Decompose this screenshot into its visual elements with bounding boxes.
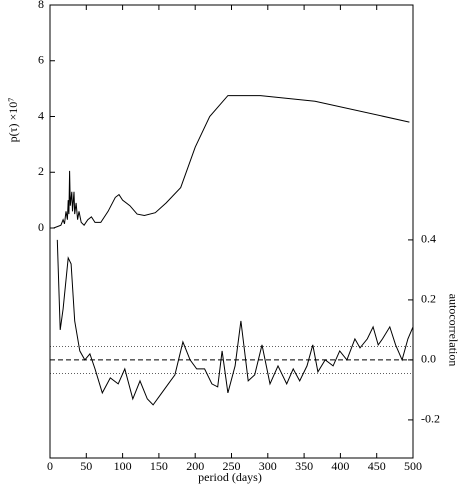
- x-tick-label: 100: [114, 459, 132, 473]
- y-tick-label: 4: [38, 108, 44, 122]
- y2-tick-label: 0.4: [421, 232, 436, 246]
- y2-tick-label: 0.2: [421, 292, 436, 306]
- y2-tick-label: -0.2: [421, 412, 440, 426]
- y-axis-label: p(τ) ×10⁷: [6, 98, 20, 143]
- y-tick-label: 8: [38, 0, 44, 11]
- y2-axis-label: autocorrelation: [446, 294, 460, 367]
- x-tick-label: 400: [331, 459, 349, 473]
- x-tick-label: 150: [150, 459, 168, 473]
- data-line: [56, 239, 414, 406]
- plot-frame: [49, 4, 414, 459]
- y-tick-label: 6: [38, 53, 44, 67]
- x-tick-label: 50: [80, 459, 92, 473]
- x-tick-label: 200: [186, 459, 204, 473]
- x-tick-label: 250: [223, 459, 241, 473]
- x-axis-label: period (days): [198, 470, 262, 484]
- x-tick-label: 300: [259, 459, 277, 473]
- x-tick-label: 500: [404, 459, 422, 473]
- y-tick-label: 2: [38, 164, 44, 178]
- x-tick-label: 450: [368, 459, 386, 473]
- y2-tick-label: 0.0: [421, 352, 436, 366]
- data-line: [53, 95, 410, 229]
- x-tick-label: 0: [47, 459, 53, 473]
- y-tick-label: 0: [38, 220, 44, 234]
- x-tick-label: 350: [295, 459, 313, 473]
